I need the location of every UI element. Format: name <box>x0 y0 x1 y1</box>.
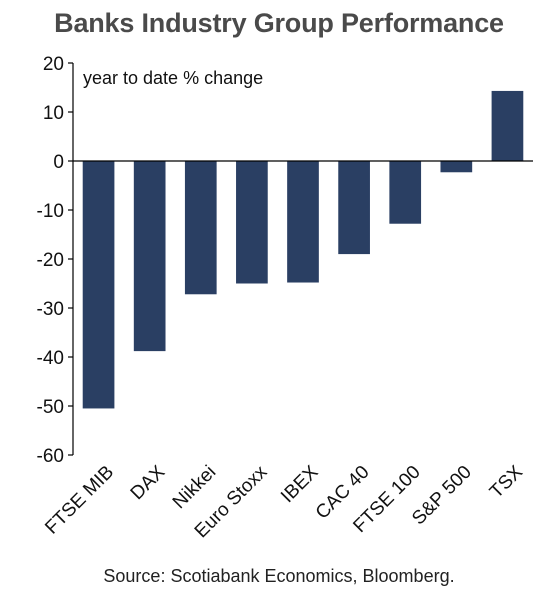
x-category-label: TSX <box>486 461 527 502</box>
bar-ftse-mib <box>82 161 115 409</box>
y-tick-label: 10 <box>43 103 64 124</box>
bar-s-p-500 <box>440 161 473 173</box>
y-tick-label: 20 <box>43 54 64 75</box>
y-tick-label: -50 <box>37 397 64 418</box>
bar-ibex <box>287 161 319 283</box>
bar-chart: 20 10 0 -10 -20 -30 -40 -50 -60 FTSE MIB DAX Nikke… <box>37 54 533 542</box>
y-tick-label: -10 <box>37 201 64 222</box>
chart-title: Banks Industry Group Performance <box>54 8 504 38</box>
bar-tsx <box>491 90 524 161</box>
y-axis-ticks: 20 10 0 -10 -20 -30 -40 -50 -60 <box>37 54 73 467</box>
bar-cac-40 <box>338 161 370 255</box>
y-tick-label: -60 <box>37 446 64 467</box>
x-category-label: DAX <box>127 461 170 504</box>
bar-ftse-100 <box>389 161 422 224</box>
chart-annotation: year to date % change <box>83 68 263 88</box>
source-note: Source: Scotiabank Economics, Bloomberg. <box>103 566 455 586</box>
y-tick-label: -40 <box>37 348 64 369</box>
y-tick-label: 0 <box>53 152 64 173</box>
bar-euro-stoxx <box>236 161 268 284</box>
y-tick-label: -30 <box>37 299 64 320</box>
x-category-label: FTSE MIB <box>41 462 118 539</box>
bars <box>82 90 524 409</box>
x-category-label: IBEX <box>277 461 323 507</box>
y-tick-label: -20 <box>37 250 64 271</box>
bar-dax <box>133 161 166 352</box>
bar-nikkei <box>184 161 217 295</box>
